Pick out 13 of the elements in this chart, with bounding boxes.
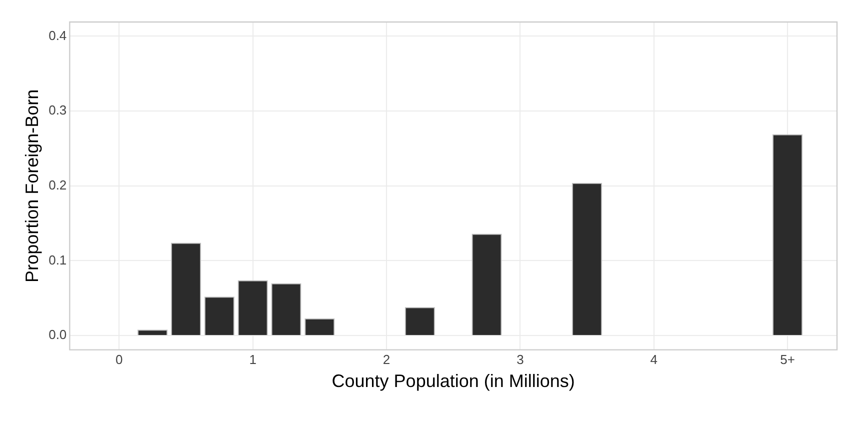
x-axis-title: County Population (in Millions) xyxy=(332,371,575,392)
x-tick-label: 0 xyxy=(116,352,123,368)
x-tick-label: 3 xyxy=(516,352,524,368)
x-tick-label: 1 xyxy=(249,352,256,368)
y-tick-label: 0.4 xyxy=(48,28,67,43)
y-tick-label: 0.2 xyxy=(48,177,67,192)
y-axis-title: Proportion Foreign-Born xyxy=(22,89,42,282)
x-tick-label: 2 xyxy=(382,352,390,368)
x-tick-label: 5+ xyxy=(780,352,795,368)
y-tick-label: 0.3 xyxy=(48,102,67,118)
y-tick-label: 0.1 xyxy=(48,252,67,268)
y-tick-label: 0.0 xyxy=(48,327,67,342)
x-tick-label: 4 xyxy=(650,352,658,368)
